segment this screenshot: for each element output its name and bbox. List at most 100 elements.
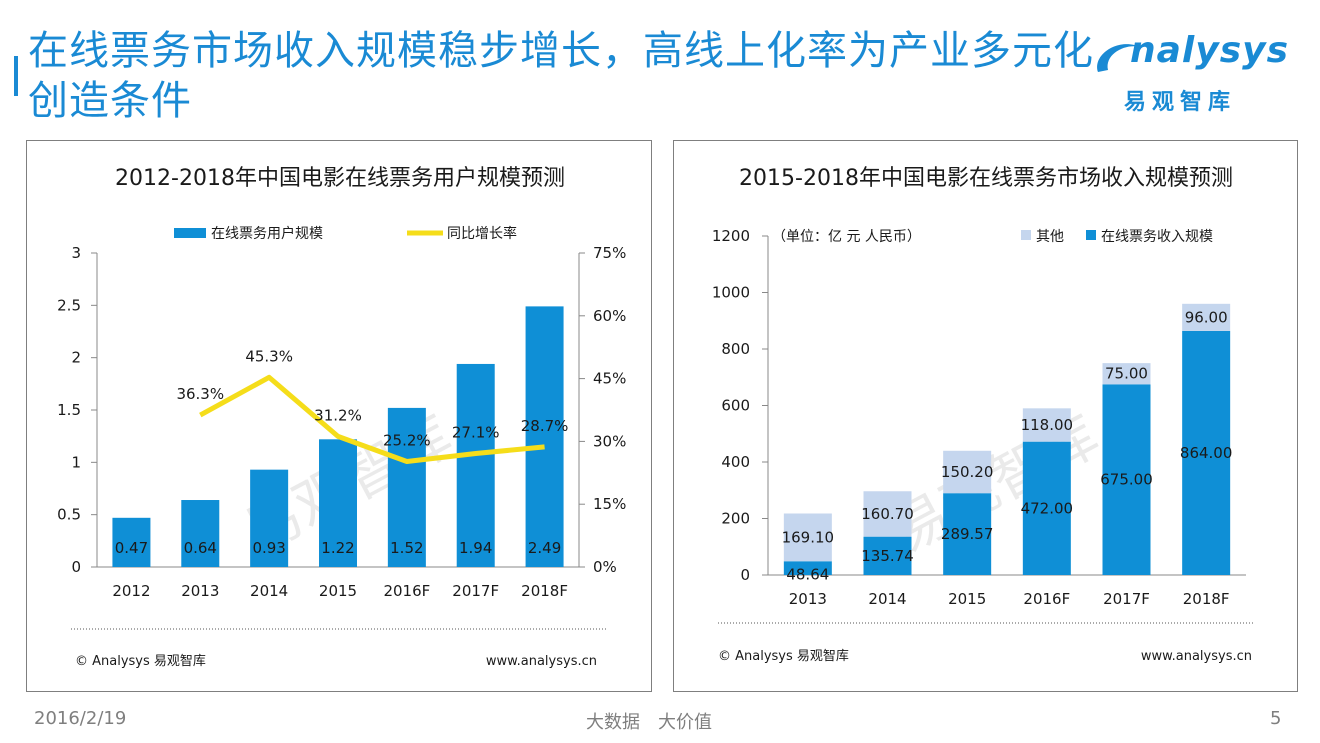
source-url: www.analysys.cn [486, 654, 597, 669]
other-value-label: 118.00 [1021, 416, 1074, 434]
revenue-value-label: 864.00 [1180, 444, 1233, 462]
x-tick-label: 2015 [948, 590, 986, 608]
x-tick-label: 2018F [521, 582, 568, 600]
other-bar [863, 491, 912, 537]
source-url: www.analysys.cn [1141, 649, 1252, 664]
unit-label: （单位：亿 元 人民币） [772, 229, 921, 245]
footer-date: 2016/2/19 [34, 708, 127, 729]
title-accent-bar [14, 56, 18, 96]
y-tick-label: 1000 [712, 284, 750, 302]
legend-swatch-other [1021, 230, 1031, 240]
chart-legend: 在线票务用户规模 同比增长率 [174, 225, 517, 242]
bar-value-label: 0.93 [252, 539, 285, 557]
y2-tick-label: 0% [593, 558, 617, 576]
x-tick-label: 2015 [319, 582, 357, 600]
chart-legend: 其他 在线票务收入规模 [1021, 229, 1213, 245]
chart-title: 2012-2018年中国电影在线票务用户规模预测 [115, 166, 565, 191]
other-value-label: 169.10 [782, 528, 835, 546]
y-tick-label: 1 [71, 453, 81, 471]
footer-slogan: 大数据 大价值 [586, 712, 712, 733]
y-tick-label: 3 [71, 244, 81, 262]
revenue-value-label: 289.57 [941, 525, 994, 543]
other-value-label: 160.70 [861, 505, 914, 523]
x-tick-label: 2016F [1023, 590, 1070, 608]
revenue-bar [1102, 384, 1151, 575]
bar-value-label: 2.49 [528, 539, 561, 557]
y-tick-label: 0.5 [57, 506, 81, 524]
x-tick-label: 2017F [452, 582, 499, 600]
legend-label-bar: 在线票务用户规模 [211, 225, 323, 242]
bar-value-label: 1.52 [390, 539, 423, 557]
y-tick-label: 1200 [712, 227, 750, 245]
chart-watermark: 易观智库 [881, 403, 1109, 566]
legend-label-line: 同比增长率 [447, 225, 517, 242]
analysys-logo: nalysys 易观智库 [1090, 30, 1290, 120]
other-value-label: 96.00 [1185, 308, 1228, 326]
legend-label-other: 其他 [1036, 229, 1064, 245]
y2-tick-label: 30% [593, 432, 626, 450]
y-tick-label: 1.5 [57, 401, 81, 419]
revenue-value-label: 135.74 [861, 547, 914, 565]
bar [181, 500, 220, 567]
logo-chinese: 易观智库 [1124, 90, 1237, 115]
revenue-value-label: 675.00 [1100, 471, 1153, 489]
page-title: 在线票务市场收入规模稳步增长，高线上化率为产业多元化创造条件 [28, 28, 1094, 124]
growth-rate-label: 45.3% [245, 347, 293, 365]
y-tick-label: 2.5 [57, 296, 81, 314]
user-scale-chart: 易观智库 2012-2018年中国电影在线票务用户规模预测 在线票务用户规模 同… [57, 166, 626, 669]
y2-tick-label: 15% [593, 495, 626, 513]
y2-tick-label: 45% [593, 370, 626, 388]
x-tick-label: 2013 [789, 590, 827, 608]
revenue-value-label: 472.00 [1021, 499, 1074, 517]
y-tick-label: 800 [721, 340, 750, 358]
source-credit: © Analysys 易观智库 [75, 653, 206, 669]
bar-value-label: 0.47 [115, 539, 148, 557]
y-tick-label: 0 [71, 558, 81, 576]
other-bar [1022, 408, 1071, 442]
revenue-bar [863, 536, 912, 575]
x-tick-label: 2013 [181, 582, 219, 600]
x-tick-label: 2014 [868, 590, 906, 608]
bar [112, 517, 151, 567]
logo-wordmark: nalysys [1130, 30, 1290, 71]
growth-rate-label: 28.7% [521, 417, 569, 435]
other-value-label: 150.20 [941, 463, 994, 481]
legend-swatch-bar [174, 228, 206, 238]
x-tick-label: 2012 [112, 582, 150, 600]
legend-label-revenue: 在线票务收入规模 [1101, 229, 1213, 245]
y-tick-label: 200 [721, 510, 750, 528]
other-bar [943, 450, 992, 494]
user-scale-chart-panel: 易观智库 2012-2018年中国电影在线票务用户规模预测 在线票务用户规模 同… [26, 140, 652, 692]
growth-rate-label: 25.2% [383, 431, 431, 449]
growth-rate-label: 36.3% [176, 385, 224, 403]
other-bar [1182, 303, 1231, 331]
bar-value-label: 1.94 [459, 539, 492, 557]
revenue-chart: 易观智库 2015-2018年中国电影在线票务市场收入规模预测 （单位：亿 元 … [712, 166, 1254, 664]
page-number: 5 [1270, 708, 1282, 729]
legend-swatch-revenue [1086, 230, 1096, 240]
other-bar [783, 513, 832, 562]
y-tick-label: 400 [721, 453, 750, 471]
bar-value-label: 1.22 [321, 539, 354, 557]
revenue-bar [783, 561, 832, 575]
revenue-chart-panel: 易观智库 2015-2018年中国电影在线票务市场收入规模预测 （单位：亿 元 … [673, 140, 1298, 692]
y-tick-label: 0 [740, 566, 750, 584]
y-tick-label: 600 [721, 397, 750, 415]
x-tick-label: 2014 [250, 582, 288, 600]
x-tick-label: 2016F [383, 582, 430, 600]
other-value-label: 75.00 [1105, 365, 1148, 383]
growth-rate-label: 27.1% [452, 424, 500, 442]
bar [387, 407, 426, 567]
bar-value-label: 0.64 [184, 539, 217, 557]
bar [250, 469, 289, 567]
y2-tick-label: 60% [593, 307, 626, 325]
bar [456, 363, 495, 567]
revenue-bar [1182, 330, 1231, 575]
growth-rate-label: 31.2% [314, 406, 362, 424]
growth-rate-line [199, 374, 545, 464]
logo-swoosh-icon [1097, 44, 1142, 72]
revenue-bar [1022, 441, 1071, 575]
x-tick-label: 2018F [1183, 590, 1230, 608]
source-credit: © Analysys 易观智库 [718, 648, 849, 664]
chart-title: 2015-2018年中国电影在线票务市场收入规模预测 [739, 166, 1233, 191]
